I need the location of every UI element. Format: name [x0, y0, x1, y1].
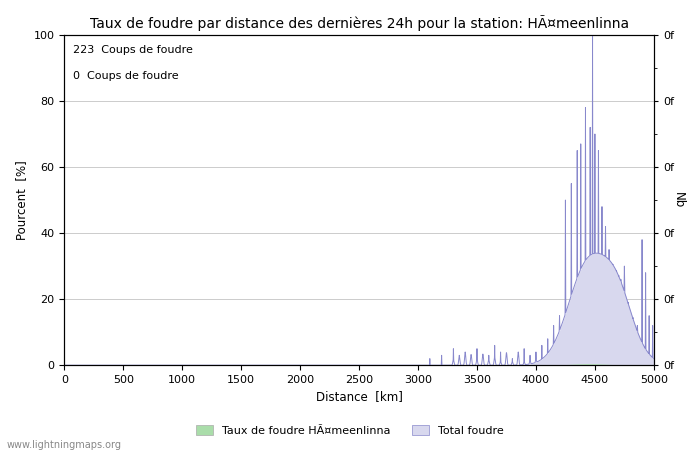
Text: 223  Coups de foudre: 223 Coups de foudre	[73, 45, 193, 55]
Legend: Taux de foudre HÃ¤meenlinna, Total foudre: Taux de foudre HÃ¤meenlinna, Total foudr…	[192, 420, 508, 440]
Y-axis label: Pourcent  [%]: Pourcent [%]	[15, 160, 28, 240]
Text: www.lightningmaps.org: www.lightningmaps.org	[7, 440, 122, 450]
Title: Taux de foudre par distance des dernières 24h pour la station: HÃ¤meenlinna: Taux de foudre par distance des dernière…	[90, 15, 629, 31]
X-axis label: Distance  [km]: Distance [km]	[316, 391, 402, 404]
Y-axis label: Nb: Nb	[672, 192, 685, 208]
Text: 0  Coups de foudre: 0 Coups de foudre	[73, 71, 178, 81]
